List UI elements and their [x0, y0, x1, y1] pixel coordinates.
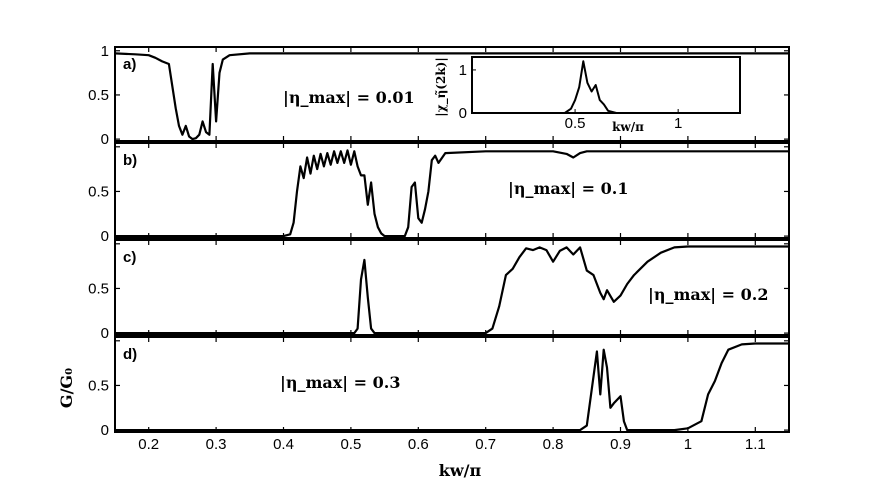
y-tick-label: 0.5 [88, 280, 109, 297]
panel-frame [114, 239, 790, 336]
panel-frame [114, 142, 790, 239]
inset-x-tick-label: 0.5 [565, 115, 586, 132]
panel-annotation: |η_max| = 0.1 [508, 179, 629, 198]
inset-y-tick-label: 0 [459, 105, 467, 122]
panel-label: c) [123, 249, 136, 266]
x-tick-label: 0.2 [138, 436, 159, 453]
x-tick-label: 0.6 [408, 436, 429, 453]
x-tick-label: 0.5 [340, 436, 361, 453]
series-line [115, 245, 789, 335]
x-tick-label: 0.9 [610, 436, 631, 453]
y-tick-label: 0 [101, 325, 109, 342]
panel-2: 0 0.5 b) [88, 142, 790, 245]
x-tick-label: 0.3 [206, 436, 227, 453]
inset-x-axis-title: kw/π [612, 120, 644, 134]
panel-label: a) [123, 56, 136, 73]
y-axis-title: G/G₀ [57, 368, 76, 408]
panel-annotation: |η_max| = 0.2 [648, 285, 769, 304]
inset-y-tick-label: 1 [459, 62, 467, 79]
panels-layer: 0 0.5 1 a) 0 0.5 b) 0 0.5 c) 0.2 0.3 0.4 0.5 0.6 0.7 0.8… [88, 43, 790, 453]
series-line [114, 52, 789, 141]
panel-label: d) [123, 346, 137, 363]
inset-plot: 0.5 1 0 1 kw/π |χ_η̃(2k)| [434, 56, 741, 134]
series-line [115, 149, 789, 238]
x-tick-label: 0.7 [475, 436, 496, 453]
x-tick-label: 1.1 [745, 436, 766, 453]
x-tick-label: 0.4 [273, 436, 294, 453]
y-tick-label: 0.5 [88, 87, 109, 104]
panel-frame [114, 46, 790, 142]
x-axis-title: kw/π [439, 461, 482, 480]
panel-annotation: |η_max| = 0.01 [283, 88, 415, 107]
inset-series-line [472, 60, 740, 114]
panel-label: b) [123, 152, 137, 169]
y-tick-label: 0.5 [88, 377, 109, 394]
panel-annotation: |η_max| = 0.3 [280, 373, 401, 392]
panel-3: 0 0.5 c) [88, 239, 790, 342]
panel-frame [114, 336, 790, 433]
inset-y-axis-title: |χ_η̃(2k)| [434, 57, 449, 116]
panel-1: 0 0.5 1 a) [88, 43, 790, 148]
inset-x-tick-label: 1 [674, 115, 682, 132]
y-tick-label: 1 [101, 43, 109, 60]
y-tick-label: 0 [101, 228, 109, 245]
panel-4: 0.2 0.3 0.4 0.5 0.6 0.7 0.8 0.9 1 1.1 0 0.5 d) [88, 336, 790, 453]
y-tick-label: 0 [101, 422, 109, 439]
y-tick-label: 0 [101, 131, 109, 148]
inset-frame [471, 56, 741, 114]
x-tick-label: 0.8 [543, 436, 564, 453]
y-tick-label: 0.5 [88, 183, 109, 200]
x-tick-label: 1 [684, 436, 692, 453]
series-line [115, 342, 789, 432]
